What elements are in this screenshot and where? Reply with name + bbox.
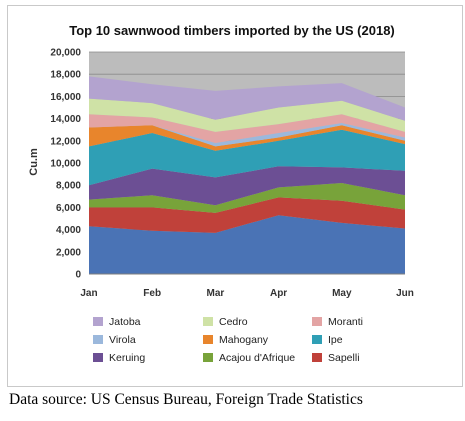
x-tick-labels: Jan Feb Mar Apr May Jun	[80, 288, 414, 299]
y-tick-labels: 0 2,000 4,000 6,000 8,000 10,000 12,000 14,000 1…	[50, 48, 81, 281]
y-tick-label: 20,000	[50, 48, 81, 59]
area-mahogany	[89, 125, 405, 151]
y-axis-label: Cu.m	[28, 148, 40, 176]
x-tick-label: Feb	[143, 288, 161, 299]
legend-swatch	[312, 353, 322, 362]
x-tick-label: May	[332, 288, 352, 299]
area-series-group	[89, 76, 405, 275]
legend-label: Jatoba	[109, 316, 141, 328]
legend-item-jatoba: Jatoba	[93, 316, 141, 328]
legend-item-ipe: Ipe	[312, 334, 343, 346]
y-tick-label: 14,000	[50, 114, 81, 125]
y-tick-label: 16,000	[50, 92, 81, 103]
legend-swatch	[203, 353, 213, 362]
x-tick-label: Mar	[207, 288, 225, 299]
legend-item-cedro: Cedro	[203, 316, 248, 328]
y-tick-label: 4,000	[56, 225, 81, 236]
y-tick-label: 18,000	[50, 70, 81, 81]
legend-label: Virola	[109, 334, 136, 346]
y-tick-label: 0	[75, 270, 81, 281]
y-tick-label: 12,000	[50, 136, 81, 147]
area-jatoba	[89, 76, 405, 121]
legend-swatch	[93, 317, 103, 326]
chart-title: Top 10 sawnwood timbers imported by the …	[69, 23, 395, 38]
legend-item-mahogany: Mahogany	[203, 334, 269, 346]
area-moranti	[89, 114, 405, 143]
legend-swatch	[203, 317, 213, 326]
area-sapelli-base	[89, 215, 405, 274]
legend-swatch	[312, 317, 322, 326]
area-cedro	[89, 98, 405, 132]
area-acajou-d-afrique	[89, 183, 405, 213]
y-tick-label: 6,000	[56, 203, 81, 214]
y-tick-label: 2,000	[56, 247, 81, 258]
legend-label: Moranti	[328, 316, 363, 328]
y-tick-label: 10,000	[50, 159, 81, 170]
x-tick-label: Apr	[270, 288, 287, 299]
legend-label: Keruing	[109, 352, 145, 364]
area-keruing	[89, 166, 405, 206]
data-source-note: Data source: US Census Bureau, Foreign T…	[9, 391, 363, 408]
legend-swatch	[93, 335, 103, 344]
legend-item-virola: Virola	[93, 334, 136, 346]
y-tick-label: 8,000	[56, 181, 81, 192]
legend-item-moranti: Moranti	[312, 316, 363, 328]
legend-label: Cedro	[219, 316, 248, 328]
stacked-area-chart: Top 10 sawnwood timbers imported by the …	[28, 23, 414, 364]
x-tick-label: Jun	[396, 288, 414, 299]
area-virola	[89, 123, 405, 147]
legend-swatch	[312, 335, 322, 344]
area-ipe	[89, 129, 405, 186]
legend-swatch	[203, 335, 213, 344]
legend-item-sapelli: Sapelli	[312, 352, 360, 364]
legend-label: Acajou d'Afrique	[219, 352, 295, 364]
area-sapelli	[89, 197, 405, 233]
legend-item-acajou-d-afrique: Acajou d'Afrique	[203, 352, 295, 364]
legend-label: Sapelli	[328, 352, 360, 364]
legend-label: Ipe	[328, 334, 343, 346]
legend-label: Mahogany	[219, 334, 269, 346]
x-tick-label: Jan	[80, 288, 97, 299]
legend-item-keruing: Keruing	[93, 352, 145, 364]
legend-swatch	[93, 353, 103, 362]
legend: Jatoba Cedro Moranti Virola Mahogany Ipe Kerui…	[93, 316, 363, 364]
